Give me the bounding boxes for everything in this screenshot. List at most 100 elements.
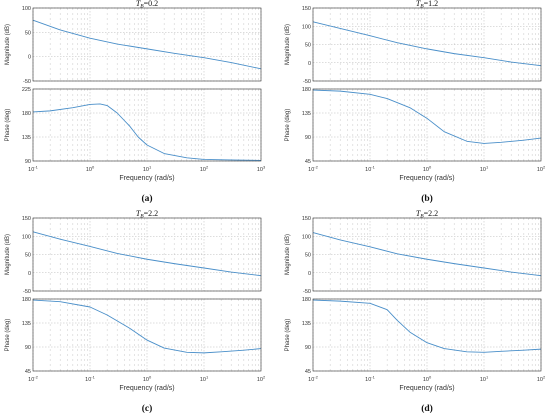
x-tick-base: 10 (257, 167, 263, 173)
x-tick-label: 100 (86, 165, 95, 174)
x-tick-label: 102 (200, 165, 209, 174)
x-tick-label: 10-1 (28, 165, 38, 174)
phase-axes-frame (32, 298, 262, 372)
phase-axis-label: Phase (deg) (285, 109, 291, 142)
magnitude-axes-frame (32, 7, 262, 82)
phase-axes-frame (32, 88, 262, 162)
phase-curve (32, 103, 262, 161)
magnitude-curve (32, 19, 262, 70)
x-tick-label: 100 (423, 375, 432, 384)
x-tick-label: 100 (143, 375, 152, 384)
phase-y-tick-label: 135 (22, 321, 31, 327)
x-tick-exp: 0 (149, 375, 152, 380)
magnitude-y-tick-label: -50 (303, 79, 311, 85)
x-tick-base: 10 (86, 167, 92, 173)
magnitude-y-tick-label: 100 (302, 234, 311, 240)
magnitude-curve (312, 21, 542, 67)
x-tick-base: 10 (200, 167, 206, 173)
x-tick-base: 10 (85, 377, 91, 383)
x-tick-label: 101 (480, 375, 489, 384)
x-tick-exp: 2 (543, 375, 546, 380)
x-axis-label: Frequency (rad/s) (119, 385, 174, 392)
phase-y-tick-label: 180 (302, 87, 311, 93)
x-tick-label: 10-1 (365, 375, 375, 384)
x-tick-base: 10 (308, 377, 314, 383)
magnitude-curve (312, 232, 542, 277)
magnitude-y-tick-label: 150 (22, 216, 31, 222)
magnitude-y-tick-label: -50 (23, 79, 31, 85)
x-tick-base: 10 (537, 167, 543, 173)
x-tick-base: 10 (28, 377, 34, 383)
phase-y-tick-label: 225 (22, 87, 31, 93)
x-tick-label: 102 (257, 375, 266, 384)
phase-y-tick-label: 90 (25, 159, 31, 165)
phase-curve (32, 299, 262, 354)
phase-curve (312, 89, 542, 144)
x-tick-exp: -2 (34, 375, 38, 380)
x-tick-label: 102 (537, 165, 546, 174)
title-value: =0.2 (144, 0, 159, 8)
magnitude-y-tick-label: 100 (22, 6, 31, 12)
x-tick-base: 10 (365, 167, 371, 173)
magnitude-y-tick-label: 50 (25, 30, 31, 36)
title-sub: B (140, 4, 144, 10)
x-axis-label: Frequency (rad/s) (399, 385, 454, 392)
magnitude-axis-label: Magnitude (dB) (285, 24, 291, 65)
panel-title: TB=2.2 (416, 209, 438, 220)
magnitude-curve (32, 231, 262, 277)
panel-title: TB=0.2 (136, 0, 158, 10)
x-tick-label: 10-2 (308, 375, 318, 384)
panel-title: TB=1.2 (416, 0, 438, 10)
title-sub: B (420, 4, 424, 10)
magnitude-axis-label: Magnitude (dB) (285, 234, 291, 275)
phase-y-tick-label: 180 (22, 111, 31, 117)
subfigure-label: (d) (421, 403, 433, 414)
panel-title: TB=2.2 (136, 209, 158, 220)
magnitude-y-tick-label: 150 (302, 216, 311, 222)
x-tick-base: 10 (423, 377, 429, 383)
subfigure-label: (c) (142, 403, 153, 414)
x-axis-label: Frequency (rad/s) (119, 175, 174, 182)
x-tick-exp: 0 (429, 165, 432, 170)
title-var: T (136, 0, 141, 8)
phase-y-tick-label: 45 (305, 159, 311, 165)
x-tick-exp: 0 (92, 165, 95, 170)
phase-axes-frame (312, 298, 542, 372)
magnitude-y-tick-label: 100 (22, 234, 31, 240)
magnitude-y-tick-label: 0 (28, 55, 31, 61)
x-tick-base: 10 (480, 377, 486, 383)
x-tick-base: 10 (480, 167, 486, 173)
magnitude-y-tick-label: 50 (305, 253, 311, 259)
magnitude-y-tick-label: 0 (28, 271, 31, 277)
title-value: =2.2 (424, 209, 439, 218)
title-var: T (416, 0, 421, 8)
magnitude-axes-frame (32, 217, 262, 292)
magnitude-y-tick-label: 150 (302, 6, 311, 12)
title-var: T (136, 209, 141, 218)
x-tick-exp: -2 (314, 165, 318, 170)
title-sub: B (140, 214, 144, 220)
x-tick-label: 10-1 (365, 165, 375, 174)
x-tick-base: 10 (308, 167, 314, 173)
magnitude-y-tick-label: 50 (305, 43, 311, 49)
x-tick-base: 10 (28, 167, 34, 173)
x-tick-exp: -1 (91, 375, 95, 380)
magnitude-y-tick-label: -50 (23, 289, 31, 295)
x-tick-base: 10 (537, 377, 543, 383)
phase-y-tick-label: 45 (25, 369, 31, 375)
phase-y-tick-label: 90 (305, 135, 311, 141)
x-tick-exp: 2 (263, 375, 266, 380)
magnitude-y-tick-label: 0 (308, 61, 311, 67)
x-tick-base: 10 (257, 377, 263, 383)
magnitude-y-tick-label: 100 (302, 24, 311, 30)
x-tick-base: 10 (365, 377, 371, 383)
x-tick-exp: 1 (486, 165, 489, 170)
x-tick-label: 10-2 (28, 375, 38, 384)
x-tick-exp: 2 (543, 165, 546, 170)
x-tick-base: 10 (143, 167, 149, 173)
phase-y-tick-label: 90 (305, 345, 311, 351)
